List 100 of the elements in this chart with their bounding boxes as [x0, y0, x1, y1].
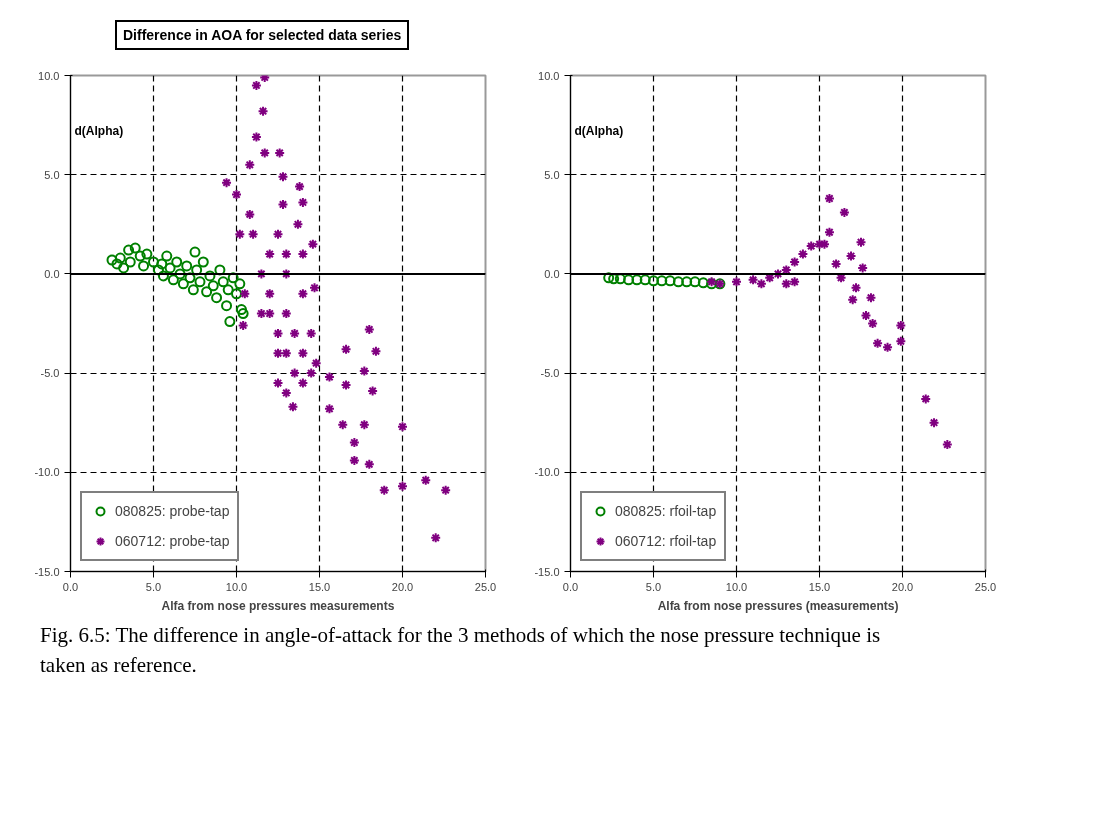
point	[164, 262, 176, 274]
point	[114, 252, 126, 264]
y-tick-label: 10.0	[538, 69, 560, 82]
point	[855, 236, 867, 248]
point	[134, 250, 146, 262]
x-tick-label: 25.0	[474, 580, 497, 593]
x-axis-title: Alfa from nose pressures measurements	[161, 598, 395, 613]
point	[194, 276, 206, 288]
point	[118, 262, 130, 274]
point	[847, 294, 859, 306]
x-tick-label: 10.0	[225, 580, 248, 593]
x-axis-title: Alfa from nose pressures (measurements)	[657, 598, 899, 613]
point	[867, 318, 879, 329]
point	[222, 284, 234, 296]
point	[656, 275, 668, 287]
point	[872, 337, 884, 349]
point	[664, 275, 676, 287]
point	[157, 270, 169, 282]
x-tick-label: 0.0	[562, 580, 579, 593]
point	[865, 292, 877, 304]
point	[197, 256, 209, 268]
point	[789, 256, 801, 268]
y-tick-label: -10.0	[34, 466, 60, 479]
point	[755, 278, 767, 290]
point	[111, 258, 123, 270]
legend-label: 080825: rfoil-tap	[615, 503, 717, 519]
point	[845, 250, 857, 262]
point	[648, 275, 659, 287]
point	[141, 248, 153, 260]
point	[234, 278, 246, 290]
y-axis-title: d(Alpha)	[74, 123, 124, 138]
y-tick-label: 5.0	[544, 168, 560, 181]
point	[689, 276, 701, 288]
x-tick-label: 0.0	[62, 580, 79, 593]
x-tick-label: 20.0	[391, 580, 414, 593]
x-tick-label: 10.0	[725, 580, 748, 593]
y-axis-title: d(Alpha)	[574, 123, 624, 138]
point	[227, 272, 239, 284]
point	[623, 274, 635, 286]
point	[217, 276, 229, 288]
point	[171, 256, 183, 268]
y-tick-label: 10.0	[38, 69, 60, 82]
y-tick-label: -15.0	[34, 565, 60, 578]
point	[187, 284, 199, 296]
point	[123, 244, 135, 256]
point	[124, 256, 136, 268]
point	[177, 278, 189, 290]
point	[152, 264, 164, 276]
point	[224, 316, 236, 328]
point	[184, 272, 196, 284]
point	[191, 264, 203, 276]
point	[148, 256, 159, 268]
y-tick-label: -15.0	[534, 565, 560, 578]
point	[204, 270, 216, 282]
point	[882, 341, 894, 353]
caption: Fig. 6.5: The difference in angle-of-attack for the 3 methods of which the nose pressure technique is taken as reference.	[40, 622, 882, 679]
x-tick-label: 15.0	[308, 580, 331, 593]
point	[895, 335, 907, 347]
point	[830, 258, 842, 270]
x-tick-label: 20.0	[891, 580, 914, 593]
point	[639, 274, 651, 286]
point	[823, 226, 835, 238]
y-tick-label: 0.0	[544, 267, 560, 280]
y-tick-label: 5.0	[44, 168, 60, 181]
point	[805, 240, 817, 252]
point	[920, 393, 932, 405]
y-tick-label: 0.0	[44, 267, 60, 280]
point	[129, 242, 141, 254]
point	[928, 417, 940, 429]
point	[189, 246, 201, 258]
point	[747, 274, 759, 286]
legend-label: 060712: rfoil-tap	[615, 533, 717, 549]
legend-label: 080825: probe-tap	[115, 503, 230, 519]
x-tick-label: 25.0	[974, 580, 997, 593]
y-tick-label: -5.0	[540, 367, 560, 380]
point	[731, 276, 742, 288]
chart-title: Difference in AOA for selected data series	[123, 26, 402, 45]
point	[174, 268, 186, 280]
point	[603, 272, 615, 284]
y-tick-label: -5.0	[40, 367, 60, 380]
point	[235, 304, 247, 316]
point	[221, 300, 233, 312]
point	[631, 274, 643, 286]
point	[789, 276, 801, 288]
point	[231, 288, 242, 300]
point	[181, 260, 193, 272]
point	[237, 308, 249, 320]
point	[672, 276, 684, 288]
point	[681, 276, 693, 288]
point	[214, 264, 226, 276]
y-tick-label: -10.0	[534, 466, 560, 479]
legend-label: 060712: probe-tap	[115, 533, 230, 549]
point	[138, 260, 150, 272]
point	[697, 277, 709, 289]
point	[850, 282, 862, 294]
point	[167, 274, 179, 286]
x-tick-label: 5.0	[645, 580, 662, 593]
x-tick-label: 15.0	[808, 580, 831, 593]
point	[780, 278, 792, 290]
point	[156, 258, 168, 270]
